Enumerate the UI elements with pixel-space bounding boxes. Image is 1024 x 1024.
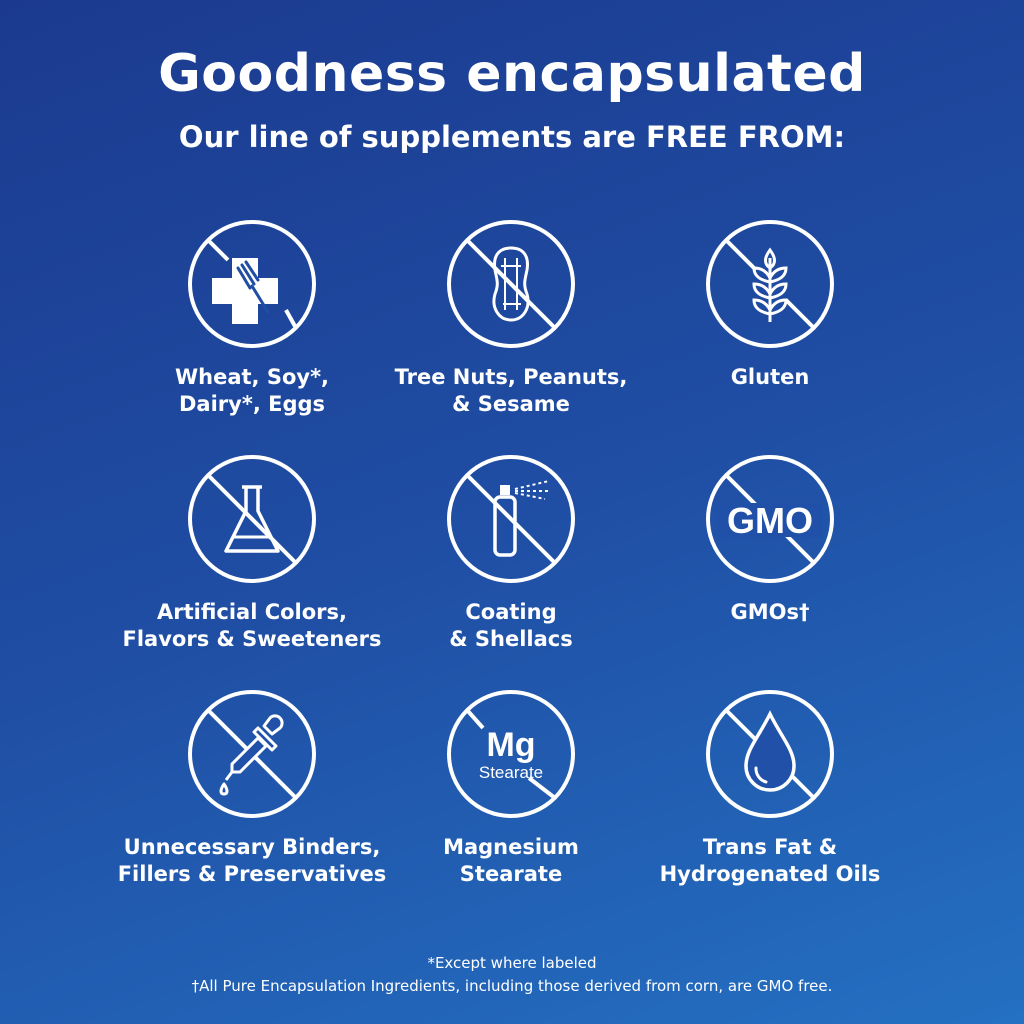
item-label: Gluten: [730, 365, 810, 389]
footnote-except: *Except where labeled: [427, 954, 597, 972]
mg-stearate-icon: Mg Stearate: [447, 690, 575, 818]
item-label: Coating & Shellacs: [449, 600, 573, 651]
footnote-gmo: †All Pure Encapsulation Ingredients, inc…: [191, 977, 833, 995]
allergen-cross-fork-icon: [188, 220, 316, 348]
page-title: Goodness encapsulated: [158, 44, 866, 104]
free-from-item: Trans Fat & Hydrogenated Oils: [620, 688, 920, 888]
free-from-item: Tree Nuts, Peanuts, & Sesame: [361, 218, 661, 418]
free-from-item: Unnecessary Binders, Fillers & Preservat…: [102, 688, 402, 888]
spray-can-icon: [447, 455, 575, 583]
item-label: Unnecessary Binders, Fillers & Preservat…: [117, 835, 387, 886]
item-label: Tree Nuts, Peanuts, & Sesame: [394, 365, 628, 416]
wheat-grain-icon: [706, 220, 834, 348]
free-from-item: Mg Stearate Magnesium Stearate: [361, 688, 661, 888]
free-from-item: Artificial Colors, Flavors & Sweeteners: [102, 453, 402, 653]
page-subtitle: Our line of supplements are FREE FROM:: [178, 120, 846, 154]
peanut-icon: [447, 220, 575, 348]
item-label: GMOs†: [730, 600, 810, 624]
gmo-icon: GMO: [706, 455, 834, 583]
free-from-item: Wheat, Soy*, Dairy*, Eggs: [102, 218, 402, 418]
item-label: Artificial Colors, Flavors & Sweeteners: [122, 600, 382, 651]
item-label: Trans Fat & Hydrogenated Oils: [659, 835, 881, 886]
dropper-icon: [188, 690, 316, 818]
free-from-item: GMO GMOs†: [620, 453, 920, 626]
item-label: Wheat, Soy*, Dairy*, Eggs: [174, 365, 330, 416]
stearate-icon-text: Stearate: [479, 763, 543, 782]
free-from-item: Gluten: [620, 218, 920, 391]
gmo-icon-text: GMO: [727, 500, 813, 541]
free-from-item: Coating & Shellacs: [361, 453, 661, 653]
flask-icon: [188, 455, 316, 583]
mg-icon-text: Mg: [486, 726, 535, 764]
item-label: Magnesium Stearate: [443, 835, 579, 886]
oil-drop-icon: [706, 690, 834, 818]
